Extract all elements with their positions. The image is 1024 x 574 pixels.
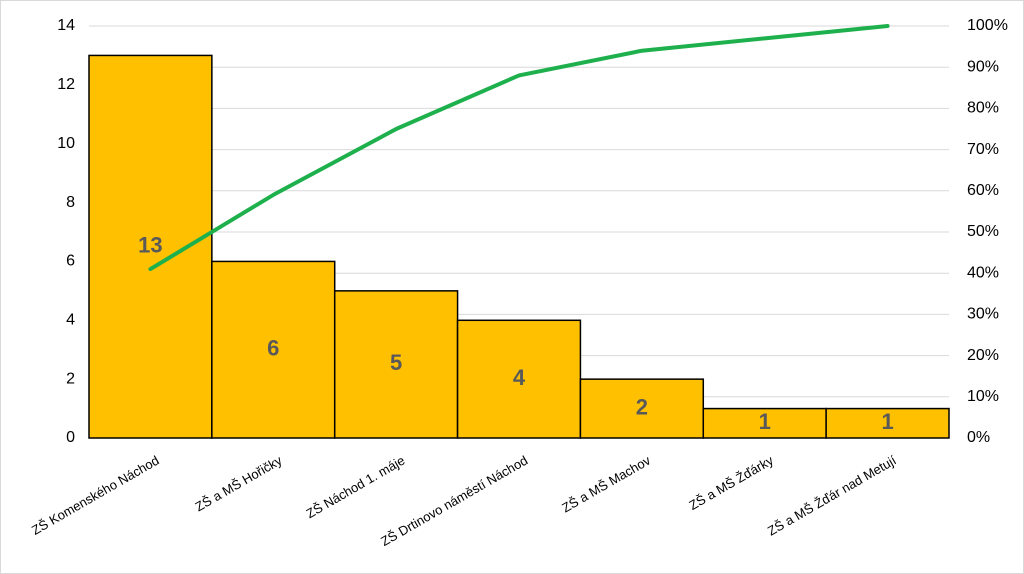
bar bbox=[88, 54, 213, 439]
data-label: 1 bbox=[759, 409, 771, 434]
y2-tick-label: 20% bbox=[967, 347, 999, 364]
y2-tick-label: 60% bbox=[967, 182, 999, 199]
y-tick-label: 10 bbox=[57, 135, 75, 152]
y-tick-label: 12 bbox=[57, 76, 75, 93]
data-label: 13 bbox=[138, 233, 162, 258]
y2-tick-label: 50% bbox=[967, 223, 999, 240]
y2-tick-label: 10% bbox=[967, 388, 999, 405]
y2-tick-label: 90% bbox=[967, 58, 999, 75]
data-label: 1 bbox=[881, 409, 893, 434]
y-tick-label: 0 bbox=[66, 429, 75, 446]
y2-tick-label: 30% bbox=[967, 306, 999, 323]
y2-tick-label: 70% bbox=[967, 141, 999, 158]
bar bbox=[211, 260, 336, 439]
y-tick-label: 8 bbox=[66, 194, 75, 211]
bar bbox=[579, 378, 705, 439]
y-tick-label: 4 bbox=[66, 312, 75, 329]
data-label: 6 bbox=[267, 336, 279, 361]
y2-tick-label: 0% bbox=[967, 429, 990, 446]
y2-tick-label: 80% bbox=[967, 100, 999, 117]
y-tick-label: 2 bbox=[66, 370, 75, 387]
y2-tick-label: 100% bbox=[967, 17, 1008, 34]
data-label: 4 bbox=[513, 365, 526, 390]
data-label: 5 bbox=[390, 350, 402, 375]
y2-tick-label: 40% bbox=[967, 264, 999, 281]
cumulative-line bbox=[148, 24, 890, 272]
bar bbox=[702, 407, 827, 439]
y-tick-label: 14 bbox=[57, 17, 75, 34]
y-tick-label: 6 bbox=[66, 253, 75, 270]
bar bbox=[825, 407, 950, 439]
data-label: 2 bbox=[636, 394, 648, 419]
